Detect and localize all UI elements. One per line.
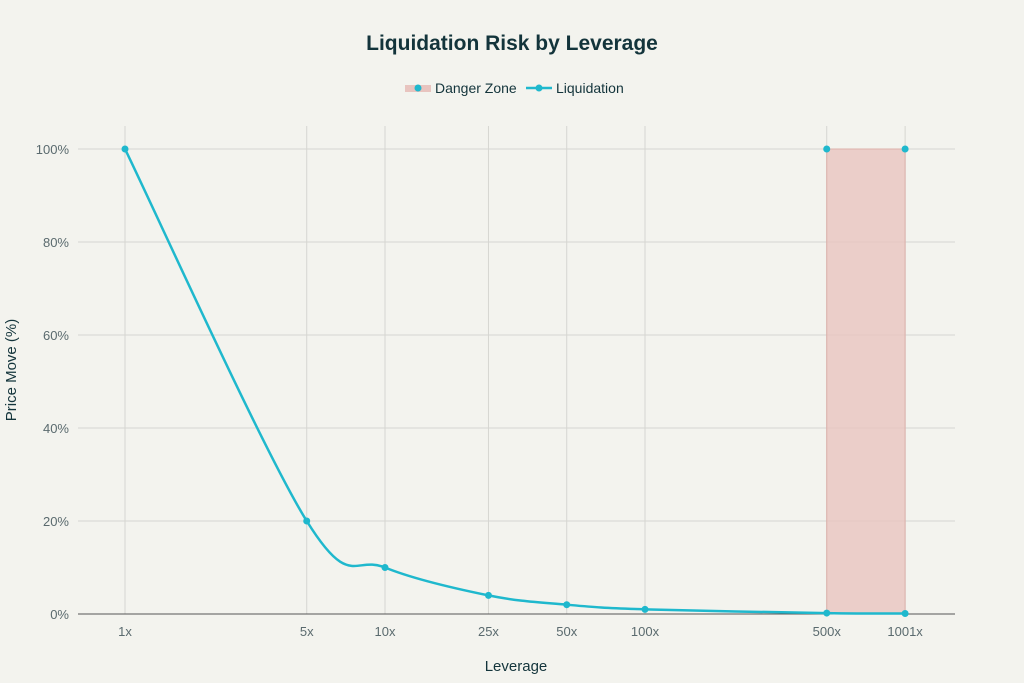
- danger-zone-area: [826, 148, 906, 615]
- legend-liquidation-marker: [535, 84, 543, 92]
- y-tick-label: 20%: [43, 514, 69, 529]
- plot-area: [78, 145, 955, 618]
- y-tick-label: 100%: [36, 142, 70, 157]
- y-axis-label: Price Move (%): [3, 319, 20, 422]
- x-tick-label: 100x: [631, 624, 660, 639]
- y-tick-label: 60%: [43, 328, 69, 343]
- liquidation-line: [123, 148, 906, 615]
- x-axis-label: Leverage: [485, 658, 548, 675]
- x-tick-label: 1x: [118, 624, 132, 639]
- x-tick-label: 5x: [300, 624, 314, 639]
- liquidation-point: [641, 605, 649, 613]
- x-tick-label: 1001x: [887, 624, 923, 639]
- legend-danger-zone-marker: [414, 84, 422, 92]
- legend-liquidation-label: Liquidation: [556, 80, 624, 96]
- legend-danger-zone-label: Danger Zone: [435, 80, 517, 96]
- grid: [78, 126, 955, 614]
- liquidation-point: [823, 609, 831, 617]
- ticks: 1x 5x 10x 25x 50x 100x 500x 1001x 0% 20% 40% 60% 80%…: [36, 142, 924, 639]
- liquidation-point: [381, 564, 389, 571]
- liquidation-point: [901, 610, 909, 618]
- danger-zone-point: [901, 145, 909, 153]
- y-tick-label: 40%: [43, 421, 69, 436]
- y-tick-label: 0%: [50, 607, 69, 622]
- x-tick-label: 25x: [478, 624, 499, 639]
- chart-title: Liquidation Risk by Leverage: [366, 32, 658, 55]
- y-tick-label: 80%: [43, 235, 69, 250]
- liquidation-point: [484, 591, 492, 599]
- danger-zone-point: [823, 145, 831, 153]
- liquidation-point: [563, 601, 571, 609]
- x-tick-label: 50x: [556, 624, 577, 639]
- liquidation-point: [121, 145, 129, 153]
- liquidation-point: [303, 517, 311, 525]
- legend: Danger Zone Liquidation: [405, 80, 624, 96]
- x-tick-label: 10x: [375, 624, 396, 639]
- x-tick-label: 500x: [813, 624, 842, 639]
